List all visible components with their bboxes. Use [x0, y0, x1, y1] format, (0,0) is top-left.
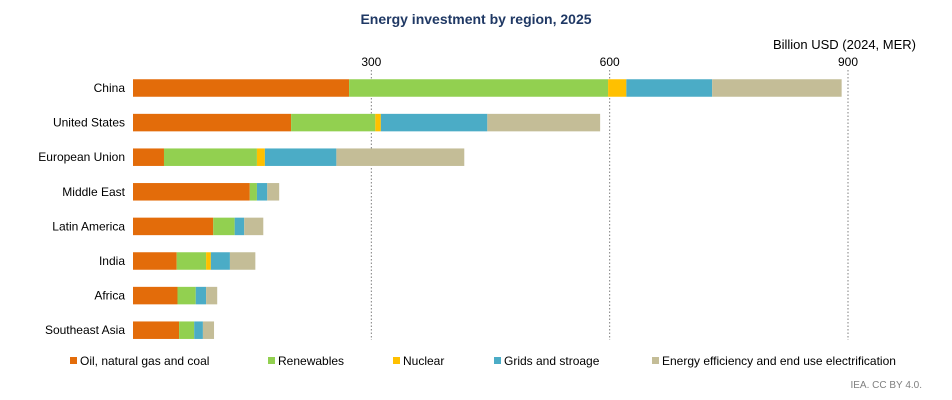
bar-segment [133, 252, 177, 270]
legend-swatch [494, 357, 501, 364]
bar-segment [133, 286, 178, 305]
legend-label: Energy efficiency and end use electrific… [662, 354, 896, 368]
bar-segment [264, 148, 337, 166]
legend-swatch [393, 357, 400, 364]
bar-segment [210, 252, 230, 270]
gridlines [370, 70, 849, 340]
x-tick-label: 600 [600, 55, 620, 69]
bar-segment [133, 183, 250, 201]
bar-segment [244, 217, 264, 236]
bar-segment [256, 183, 268, 201]
bar-segment [176, 252, 207, 270]
legend-label: Nuclear [403, 354, 444, 368]
category-label: Africa [94, 289, 125, 303]
bar-segment [179, 321, 195, 339]
category-label: Southeast Asia [45, 323, 125, 337]
category-labels: China United States European Union Middle E… [38, 81, 125, 337]
bar-segment [336, 148, 465, 166]
category-label: Middle East [62, 185, 125, 199]
bar-segment [712, 79, 842, 97]
bar-segment [256, 148, 265, 166]
category-label: China [94, 81, 126, 95]
bar-segment [291, 113, 376, 132]
bar-segment [194, 321, 203, 339]
bar-segment [487, 113, 601, 132]
x-tick-label: 300 [361, 55, 381, 69]
bar-segment [177, 286, 196, 305]
category-label: Latin America [52, 219, 125, 233]
bar-segment [202, 321, 215, 339]
bar-segment [267, 183, 280, 201]
legend-label: Oil, natural gas and coal [80, 354, 209, 368]
bar-segment [349, 79, 609, 97]
source-note: IEA. CC BY 4.0. [850, 380, 922, 391]
bar-segment [234, 217, 245, 236]
category-label: India [99, 254, 125, 268]
legend-label: Grids and stroage [504, 354, 600, 368]
bar-segment [380, 113, 488, 132]
legend-swatch [652, 357, 659, 364]
bar-segment [163, 148, 257, 166]
bar-segment [249, 183, 257, 201]
bar-segment [206, 252, 211, 270]
bar-segment [608, 79, 627, 97]
bar-segment [133, 217, 214, 236]
category-label: United States [53, 116, 125, 130]
legend-swatch [268, 357, 275, 364]
bar-segment [229, 252, 256, 270]
unit-label: Billion USD (2024, MER) [773, 37, 916, 52]
bar-segment [133, 79, 350, 97]
bar-segment [133, 321, 180, 339]
bar-segment [375, 113, 381, 132]
bars [133, 79, 842, 339]
bar-segment [213, 217, 235, 236]
legend-swatch [70, 357, 77, 364]
x-tick-labels: 300 600 900 [361, 55, 858, 69]
chart-title: Energy investment by region, 2025 [360, 11, 591, 27]
legend: Oil, natural gas and coal Renewables Nucle… [70, 354, 896, 368]
bar-segment [195, 286, 207, 305]
bar-segment [206, 286, 218, 305]
x-tick-label: 900 [838, 55, 858, 69]
bar-segment [133, 113, 292, 132]
category-label: European Union [38, 150, 125, 164]
bar-segment [133, 148, 164, 166]
legend-label: Renewables [278, 354, 344, 368]
bar-segment [626, 79, 713, 97]
